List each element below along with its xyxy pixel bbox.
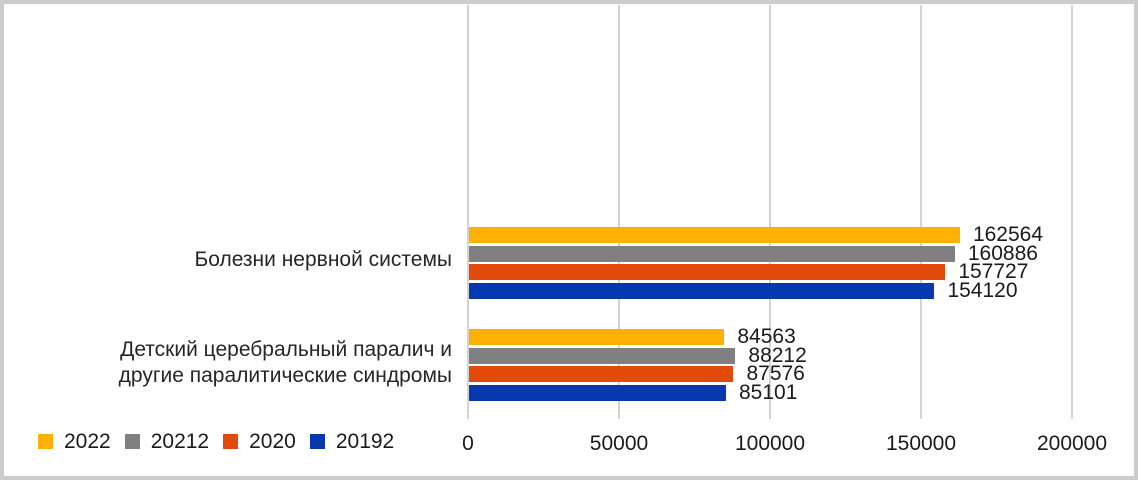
legend-swatch [309,433,325,449]
bar-20192-cat2 [469,384,726,401]
legend-label: 20192 [335,429,395,453]
gridline [1071,5,1073,419]
category-label: Детский церебральный паралич и другие пар… [118,338,452,387]
bar-20192-cat1 [469,282,935,299]
legend-item-20192: 20192 [309,429,395,453]
bar-2022-cat2 [469,329,725,345]
legend-label: 2022 [64,429,111,453]
legend-swatch [223,433,239,449]
legend-swatch [38,433,53,449]
legend-item-20212: 20212 [124,429,210,453]
bar-20212-cat2 [469,347,736,364]
gridline [618,5,620,419]
gridline [769,5,771,419]
x-tick-label: 150000 [885,432,957,455]
legend-label: 2020 [249,429,296,453]
bar-value-label: 160886 [967,241,1038,265]
gridline [467,5,469,419]
legend-item-2020: 2020 [223,431,296,452]
bar-value-label: 157727 [958,260,1029,284]
category-label: Болезни нервной системы [194,248,452,271]
legend-item-2022: 2022 [38,431,111,452]
bar-20212-cat1 [469,245,955,262]
x-tick-label: 50000 [589,432,649,455]
bar-value-label: 85101 [739,380,798,404]
gridline [920,5,922,419]
bar-value-label: 154120 [947,278,1018,302]
bar-value-label: 162564 [972,223,1044,247]
x-tick-label: 0 [462,432,474,455]
bar-2020-cat1 [469,264,946,280]
legend-label: 20212 [150,429,210,453]
bar-value-label: 87576 [746,362,805,386]
bar-value-label: 84563 [737,325,796,349]
legend: 2022 20212 2020 20192 [38,430,394,452]
bar-2020-cat2 [469,366,734,382]
x-tick-label: 200000 [1036,432,1108,455]
x-tick-label: 100000 [734,432,806,455]
bar-value-label: 88212 [748,343,807,367]
legend-swatch [124,433,140,449]
bar-2022-cat1 [469,227,960,243]
